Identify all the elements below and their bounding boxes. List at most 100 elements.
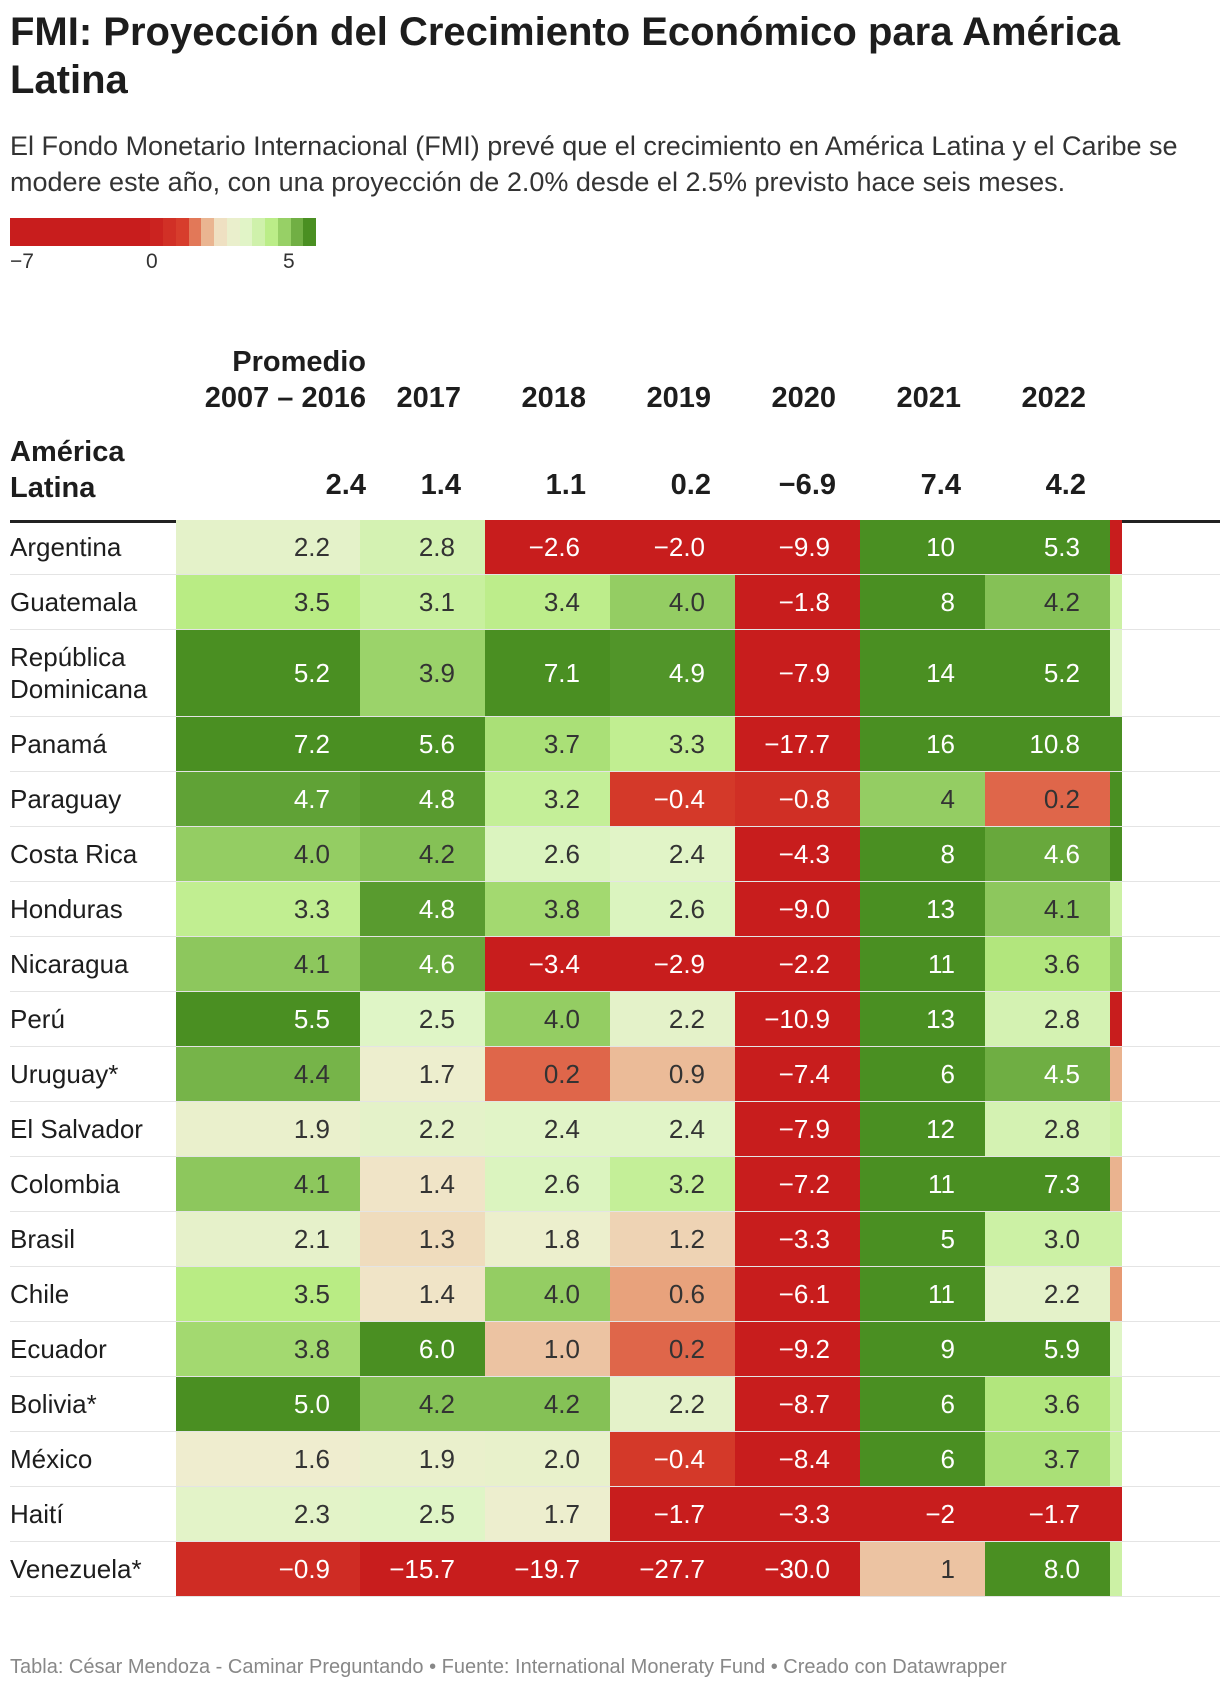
value-cell: 10.8 (985, 717, 1110, 771)
value-cell: 1.4 (360, 1157, 485, 1211)
value-cell: 1.4 (360, 1267, 485, 1321)
value-cell: −15.7 (360, 1542, 485, 1596)
value-cell: 3.8 (485, 882, 610, 936)
value-cell: 4.2 (985, 575, 1110, 629)
legend-gradient (10, 218, 316, 246)
value-cell: 14 (860, 630, 985, 716)
value-cell: 3.6 (985, 1377, 1110, 1431)
value-cell: 2.2 (610, 992, 735, 1046)
column-header: 2018 (521, 382, 586, 414)
value-cell: −27.7 (610, 1542, 735, 1596)
value-cell: 6 (860, 1432, 985, 1486)
column-header: 2020 (771, 382, 836, 414)
value-cell: 7.3 (985, 1157, 1110, 1211)
value-cell: 8 (860, 575, 985, 629)
value-cell: 1.8 (485, 1212, 610, 1266)
value-cell: −19.7 (485, 1542, 610, 1596)
country-name: Uruguay* (10, 1059, 119, 1089)
value-cell: 6.0 (360, 1322, 485, 1376)
truncated-column-cell (1110, 575, 1122, 629)
value-cell: 2.2 (610, 1377, 735, 1431)
value-cell: 2.5 (360, 1487, 485, 1541)
value-cell: 5.2 (985, 630, 1110, 716)
table-row: Argentina 2.2 2.8 −2.6 −2.0 −9.9 10 5.3 (10, 520, 1220, 575)
value-cell: −1.7 (610, 1487, 735, 1541)
country-name: Perú (10, 1004, 65, 1034)
value-cell: 1.0 (485, 1322, 610, 1376)
legend-mid-label: 0 (146, 250, 158, 273)
truncated-column-cell (1110, 882, 1122, 936)
value-cell: 2.6 (610, 882, 735, 936)
value-cell: −2.0 (610, 520, 735, 574)
value-cell: 2.2 (176, 520, 360, 574)
table-row: El Salvador 1.9 2.2 2.4 2.4 −7.9 12 2.8 (10, 1102, 1220, 1157)
value-cell: −7.9 (735, 1102, 860, 1156)
value-cell: 4.0 (485, 992, 610, 1046)
value-cell: 3.5 (176, 1267, 360, 1321)
value-cell: 4.2 (485, 1377, 610, 1431)
table-header: Promedio 2007 – 2016 2017 2018 2019 2020 2021… (10, 320, 1220, 416)
table-row: Nicaragua 4.1 4.6 −3.4 −2.9 −2.2 11 3.6 (10, 937, 1220, 992)
value-cell: −30.0 (735, 1542, 860, 1596)
value-cell: 2.2 (985, 1267, 1110, 1321)
table-row: Paraguay 4.7 4.8 3.2 −0.4 −0.8 4 0.2 (10, 772, 1220, 827)
value-cell: 1.3 (360, 1212, 485, 1266)
country-name: Honduras (10, 894, 123, 924)
truncated-column-cell (1110, 630, 1122, 716)
value-cell: 5.6 (360, 717, 485, 771)
value-cell: −10.9 (735, 992, 860, 1046)
value-cell: 3.4 (485, 575, 610, 629)
truncated-column-cell (1110, 1157, 1122, 1211)
aggregate-value: 0.2 (670, 469, 711, 501)
value-cell: 2.4 (610, 827, 735, 881)
value-cell: 2.1 (176, 1212, 360, 1266)
value-cell: −0.9 (176, 1542, 360, 1596)
truncated-column-cell (1110, 1267, 1122, 1321)
value-cell: 4.0 (176, 827, 360, 881)
truncated-column-cell (1110, 1377, 1122, 1431)
value-cell: 4.2 (360, 827, 485, 881)
value-cell: 4 (860, 772, 985, 826)
value-cell: −1.8 (735, 575, 860, 629)
country-name: Costa Rica (10, 839, 138, 869)
value-cell: 6 (860, 1377, 985, 1431)
value-cell: 11 (860, 1157, 985, 1211)
truncated-column-cell (1110, 937, 1122, 991)
aggregate-label: América Latina (10, 436, 125, 504)
value-cell: 0.2 (985, 772, 1110, 826)
value-cell: 4.8 (360, 882, 485, 936)
table-row: Ecuador 3.8 6.0 1.0 0.2 −9.2 9 5.9 (10, 1322, 1220, 1377)
table-row: Haití 2.3 2.5 1.7 −1.7 −3.3 −2 −1.7 (10, 1487, 1220, 1542)
truncated-column-cell (1110, 520, 1122, 574)
column-header: Promedio 2007 – 2016 (204, 346, 366, 414)
column-header: 2017 (396, 382, 461, 414)
value-cell: 1.7 (360, 1047, 485, 1101)
truncated-column-cell (1110, 717, 1122, 771)
table-row: Uruguay* 4.4 1.7 0.2 0.9 −7.4 6 4.5 (10, 1047, 1220, 1102)
truncated-column-cell (1110, 1432, 1122, 1486)
value-cell: 8 (860, 827, 985, 881)
aggregate-value: −6.9 (778, 469, 836, 501)
value-cell: −7.2 (735, 1157, 860, 1211)
value-cell: 1.9 (176, 1102, 360, 1156)
value-cell: −0.4 (610, 772, 735, 826)
value-cell: 2.6 (485, 827, 610, 881)
truncated-column-cell (1110, 772, 1122, 826)
country-name: Paraguay (10, 784, 122, 814)
value-cell: −1.7 (985, 1487, 1110, 1541)
table-row: Costa Rica 4.0 4.2 2.6 2.4 −4.3 8 4.6 (10, 827, 1220, 882)
value-cell: 3.7 (985, 1432, 1110, 1486)
value-cell: 4.8 (360, 772, 485, 826)
truncated-column-cell (1110, 827, 1122, 881)
country-name: Bolivia* (10, 1389, 97, 1419)
value-cell: 0.2 (610, 1322, 735, 1376)
value-cell: 5.2 (176, 630, 360, 716)
value-cell: 4.4 (176, 1047, 360, 1101)
value-cell: 6 (860, 1047, 985, 1101)
value-cell: 4.6 (360, 937, 485, 991)
value-cell: 2.5 (360, 992, 485, 1046)
column-header: 2019 (646, 382, 711, 414)
country-name: Argentina (10, 532, 122, 562)
value-cell: 3.7 (485, 717, 610, 771)
value-cell: 11 (860, 1267, 985, 1321)
